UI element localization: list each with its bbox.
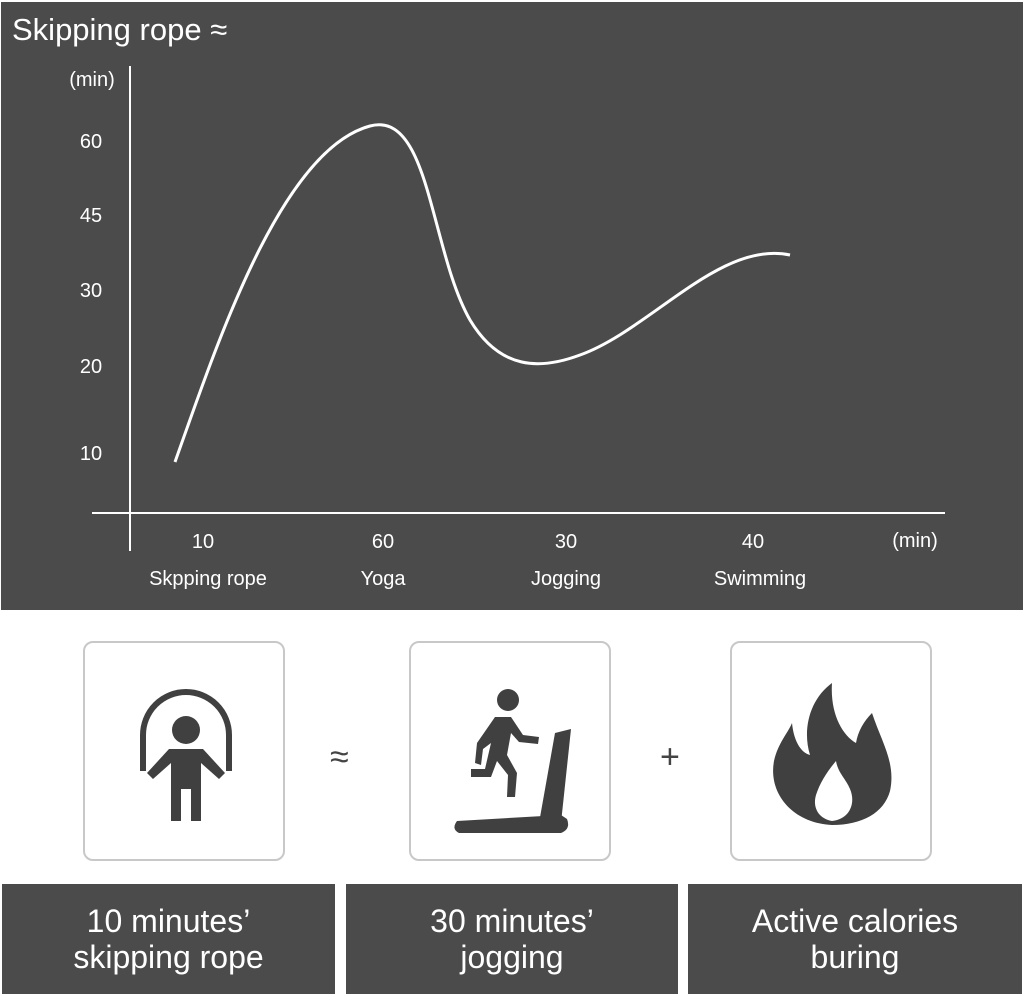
y-tick-label: 30 bbox=[80, 280, 102, 302]
treadmill-card bbox=[409, 641, 611, 861]
treadmill-icon bbox=[454, 689, 571, 833]
label-line: Active calories bbox=[751, 903, 959, 939]
approx-operator: ≈ bbox=[330, 738, 349, 776]
chart-panel bbox=[1, 2, 1023, 610]
label-line: 30 minutes’ bbox=[430, 903, 594, 939]
x-tick-value: 40 bbox=[742, 531, 764, 553]
x-tick-value: 60 bbox=[372, 531, 394, 553]
y-axis-label: (min) bbox=[69, 69, 115, 91]
series-line bbox=[173, 123, 791, 463]
jump-rope-card bbox=[83, 641, 285, 861]
x-tick-value: 10 bbox=[192, 531, 214, 553]
x-category-label: Jogging bbox=[531, 568, 601, 590]
fire-card bbox=[730, 641, 932, 861]
x-tick-value: 30 bbox=[555, 531, 577, 553]
fire-icon bbox=[773, 683, 892, 825]
jump-rope-icon bbox=[140, 689, 232, 821]
label-calories: Active calories buring bbox=[688, 884, 1022, 994]
y-tick-label: 10 bbox=[80, 443, 102, 465]
y-tick-label: 45 bbox=[80, 205, 102, 227]
x-category-label: Swimming bbox=[714, 568, 806, 590]
y-tick-label: 60 bbox=[80, 131, 102, 153]
chart: (min) (min) 10 20 30 45 60 10 Skpping rope 60 Y… bbox=[69, 66, 945, 590]
chart-title: Skipping rope ≈ bbox=[12, 12, 228, 47]
y-tick-label: 20 bbox=[80, 356, 102, 378]
label-line: 10 minutes’ bbox=[86, 903, 251, 939]
x-category-label: Skpping rope bbox=[149, 568, 267, 590]
label-line: jogging bbox=[460, 939, 564, 975]
label-line: buring bbox=[810, 939, 900, 975]
label-line: skipping rope bbox=[73, 939, 264, 975]
x-category-label: Yoga bbox=[361, 568, 407, 590]
label-jogging: 30 minutes’ jogging bbox=[346, 884, 678, 994]
label-skipping: 10 minutes’ skipping rope bbox=[2, 884, 335, 994]
x-axis-label: (min) bbox=[892, 530, 938, 552]
plus-operator: + bbox=[660, 738, 680, 776]
